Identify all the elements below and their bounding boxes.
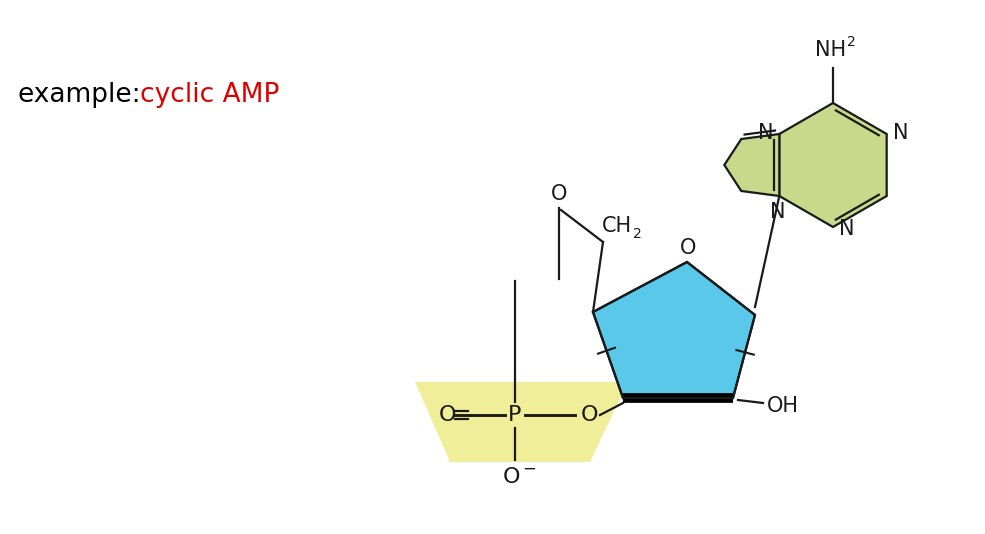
Text: O: O <box>438 405 456 425</box>
Polygon shape <box>415 382 628 462</box>
Text: 2: 2 <box>847 35 855 49</box>
Text: O: O <box>503 467 521 487</box>
Text: cyclic AMP: cyclic AMP <box>140 82 280 108</box>
Text: example:: example: <box>18 82 149 108</box>
Text: OH: OH <box>767 396 799 416</box>
Text: NH: NH <box>816 40 846 60</box>
Text: CH: CH <box>602 216 632 236</box>
Text: N: N <box>769 202 785 222</box>
Text: −: − <box>522 460 536 478</box>
Text: N: N <box>757 123 773 143</box>
Text: P: P <box>508 405 522 425</box>
Text: O: O <box>551 184 567 204</box>
Text: N: N <box>839 219 855 239</box>
Text: O: O <box>581 405 599 425</box>
Polygon shape <box>593 262 755 398</box>
Polygon shape <box>779 103 886 227</box>
Polygon shape <box>724 134 779 196</box>
Text: 2: 2 <box>632 227 641 241</box>
Text: O: O <box>680 238 696 258</box>
Text: N: N <box>893 123 908 143</box>
